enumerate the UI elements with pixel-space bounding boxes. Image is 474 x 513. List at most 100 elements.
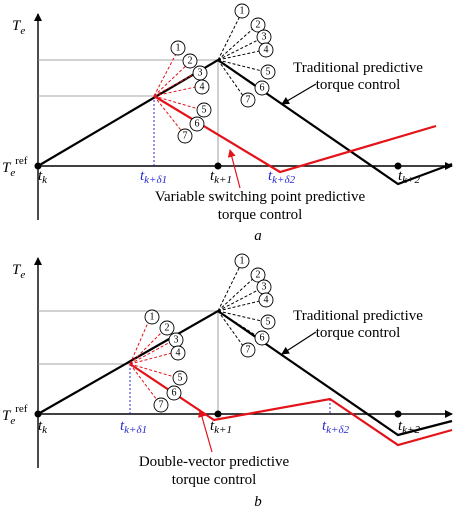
proposed-label-line2: torque control	[172, 472, 257, 488]
svg-text:1: 1	[150, 312, 155, 323]
svg-text:3: 3	[262, 282, 267, 293]
svg-text:4: 4	[200, 82, 205, 93]
point-tk2	[394, 410, 402, 418]
fan-red	[153, 49, 203, 135]
proposed-arrow	[227, 149, 241, 189]
svg-text:3: 3	[262, 32, 267, 43]
tick-td1: tk+δ1	[120, 418, 147, 436]
proposed-label-line1: Variable switching point predictive	[155, 189, 366, 205]
vector-circle	[170, 40, 186, 56]
vector-circle	[258, 292, 274, 308]
vector-circle	[234, 253, 250, 269]
proposed-arrow	[198, 409, 213, 453]
vector-circle	[260, 64, 276, 80]
svg-text:6: 6	[172, 388, 177, 399]
traditional-label-line1: Traditional predictive	[293, 60, 423, 76]
svg-text:2: 2	[165, 323, 170, 334]
tick-tk: tk	[38, 168, 48, 186]
vector-circle	[159, 320, 175, 336]
vector-circle	[234, 3, 250, 19]
svg-text:2: 2	[256, 20, 261, 31]
vector-circle	[250, 267, 266, 283]
svg-text:7: 7	[183, 131, 188, 142]
point-tk	[34, 410, 42, 418]
proposed-label-line1: Double-vector predictive	[139, 454, 290, 470]
vector-circle	[258, 42, 274, 58]
tick-tk2: tk+2	[398, 418, 420, 436]
fan-black	[217, 11, 267, 101]
svg-text:6: 6	[260, 333, 265, 344]
vector-labels-black: 1 2 3 4 5 6 7	[234, 253, 276, 358]
vector-circle	[260, 314, 276, 330]
traditional-label-line1: Traditional predictive	[293, 308, 423, 324]
svg-text:6: 6	[195, 119, 200, 130]
vector-labels-red: 1 2 3 4 5 6 7	[144, 309, 188, 413]
panel-b: Te 1 2 3 4	[2, 253, 453, 510]
svg-text:2: 2	[188, 56, 193, 67]
vector-circle	[166, 385, 182, 401]
svg-text:4: 4	[264, 295, 269, 306]
point-tk1	[214, 162, 222, 170]
svg-text:1: 1	[240, 256, 245, 267]
svg-text:2: 2	[256, 270, 261, 281]
vector-labels-red: 1 2 3 4 5 6 7	[170, 40, 212, 144]
svg-text:4: 4	[264, 45, 269, 56]
point-tk1	[214, 410, 222, 418]
vector-circle	[189, 116, 205, 132]
tick-td2: tk+δ2	[268, 168, 296, 186]
tick-tk2: tk+2	[398, 168, 420, 186]
svg-text:6: 6	[260, 83, 265, 94]
fan-red	[129, 317, 179, 405]
traditional-arrow	[281, 331, 317, 355]
svg-text:3: 3	[174, 335, 179, 346]
vector-circle	[240, 92, 256, 108]
tick-tk: tk	[38, 418, 48, 436]
vector-circle	[240, 342, 256, 358]
traditional-trajectory	[37, 58, 453, 186]
proposed-label-line2: torque control	[218, 207, 303, 223]
svg-text:5: 5	[266, 317, 271, 328]
tick-tk1: tk+1	[210, 418, 232, 436]
svg-text:7: 7	[246, 95, 251, 106]
vector-circle	[170, 345, 186, 361]
panel-a: Te 1	[2, 3, 453, 244]
svg-text:4: 4	[176, 348, 181, 359]
traditional-label-line2: torque control	[316, 77, 401, 93]
y-axis-label: Te	[12, 18, 25, 37]
svg-text:5: 5	[178, 373, 183, 384]
vector-circle	[254, 80, 270, 96]
vector-circle	[196, 102, 212, 118]
svg-text:3: 3	[198, 68, 203, 79]
traditional-trajectory	[37, 309, 453, 437]
svg-text:5: 5	[266, 67, 271, 78]
point-tk	[34, 162, 42, 170]
point-tk2	[394, 162, 402, 170]
vector-circle	[172, 370, 188, 386]
y-axis-label: Te	[12, 262, 25, 281]
svg-text:1: 1	[240, 6, 245, 17]
tick-td1: tk+δ1	[140, 168, 167, 186]
caption-b: b	[254, 494, 262, 510]
vector-circle	[144, 309, 160, 325]
svg-text:7: 7	[246, 345, 251, 356]
vector-circle	[153, 397, 169, 413]
vector-circle	[182, 53, 198, 69]
ref-label: Teref	[2, 403, 28, 427]
traditional-label-line2: torque control	[316, 325, 401, 341]
vector-circle	[177, 128, 193, 144]
caption-a: a	[254, 228, 262, 244]
proposed-trajectory	[153, 95, 437, 174]
svg-text:5: 5	[202, 105, 207, 116]
vector-circle	[254, 330, 270, 346]
ref-label: Teref	[2, 155, 28, 179]
tick-td2: tk+δ2	[322, 418, 350, 436]
vector-circle	[194, 79, 210, 95]
vector-circle	[250, 17, 266, 33]
traditional-arrow	[281, 83, 317, 105]
vector-labels-black: 1 2 3 4 5 6 7	[234, 3, 276, 108]
fan-black	[217, 261, 267, 351]
svg-text:7: 7	[159, 400, 164, 411]
proposed-trajectory	[129, 363, 453, 447]
svg-text:1: 1	[176, 43, 181, 54]
